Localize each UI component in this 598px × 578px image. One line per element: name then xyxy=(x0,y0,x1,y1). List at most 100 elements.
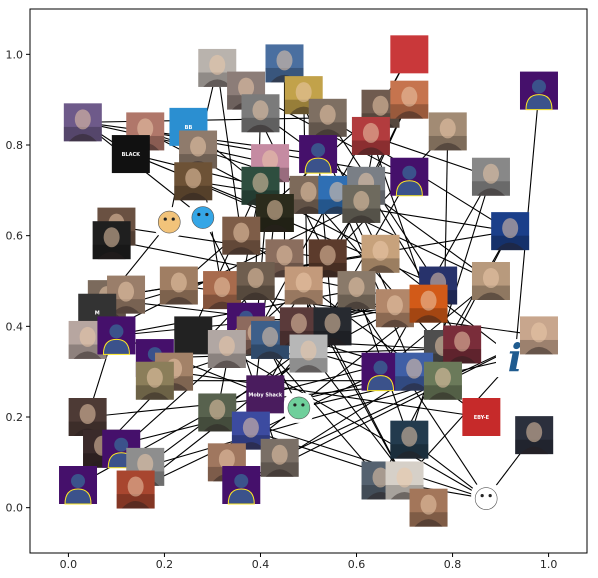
graph-node-photo xyxy=(174,162,212,200)
default-avatar-head xyxy=(109,324,123,338)
photo-face xyxy=(185,168,201,188)
graph-node-avatar xyxy=(520,72,558,110)
graph-node-photo xyxy=(352,117,390,155)
x-tick-label: 0.2 xyxy=(156,558,174,571)
graph-node-photo xyxy=(261,439,299,477)
photo-face xyxy=(272,445,288,465)
photo-face xyxy=(209,399,225,419)
x-tick-label: 0.0 xyxy=(60,558,78,571)
photo-face xyxy=(440,118,456,138)
photo-face xyxy=(363,123,379,143)
emoji-node-eye xyxy=(172,217,175,220)
emoji-node-eye xyxy=(481,494,484,497)
graph-node-photo xyxy=(290,335,328,373)
node-caption: M xyxy=(95,311,100,317)
graph-node-emoji xyxy=(154,207,184,237)
graph-node-photo xyxy=(237,262,275,300)
default-avatar-head xyxy=(71,474,85,488)
photo-face xyxy=(252,100,268,120)
photo-face xyxy=(147,368,163,388)
photo-face xyxy=(243,418,259,438)
graph-node-photo xyxy=(390,421,428,459)
graph-node-photo xyxy=(472,262,510,300)
graph-node-photo xyxy=(241,94,279,132)
photo-face xyxy=(276,245,292,265)
photo-face xyxy=(276,50,292,70)
photo-face xyxy=(373,96,389,116)
photo-face xyxy=(401,87,417,107)
photo-face xyxy=(301,182,317,202)
photo-face xyxy=(190,137,206,157)
emoji-node-face xyxy=(158,211,180,233)
x-tick-label: 0.8 xyxy=(444,558,462,571)
photo-face xyxy=(397,467,413,487)
emoji-node-face xyxy=(288,397,310,419)
emoji-node-eye xyxy=(205,213,208,216)
photo-face xyxy=(526,422,542,442)
default-avatar-head xyxy=(311,143,325,157)
emoji-node-eye xyxy=(164,217,167,220)
default-avatar-head xyxy=(374,361,388,375)
photo-face xyxy=(483,164,499,184)
photo-face xyxy=(219,336,235,356)
graph-node-avatar xyxy=(362,353,400,391)
photo-face xyxy=(214,277,230,297)
photo-face xyxy=(531,322,547,342)
photo-face xyxy=(320,245,336,265)
y-tick-label: 0.4 xyxy=(6,320,24,333)
x-tick-label: 1.0 xyxy=(540,558,558,571)
x-tick-label: 0.4 xyxy=(252,558,270,571)
default-avatar-head xyxy=(234,474,248,488)
photo-face xyxy=(373,241,389,261)
photo-face xyxy=(421,291,437,311)
graph-node-photo xyxy=(376,289,414,327)
emoji-node-eye xyxy=(489,494,492,497)
photo-face xyxy=(349,277,365,297)
graph-node-logo: EBY-E xyxy=(462,398,500,436)
graph-node-photo xyxy=(285,267,323,305)
photo-face xyxy=(209,55,225,75)
graph-node-photo xyxy=(424,362,462,400)
photo-face xyxy=(502,218,518,238)
photo-face xyxy=(104,227,120,247)
graph-node-emoji xyxy=(284,393,314,423)
emoji-node-face xyxy=(475,488,497,510)
photo-face xyxy=(296,273,312,293)
graph-node-photo xyxy=(338,271,376,309)
default-avatar-head xyxy=(114,438,128,452)
photo-face xyxy=(291,313,307,333)
default-avatar-head xyxy=(402,166,416,180)
emoji-node-eye xyxy=(301,403,304,406)
photo-face xyxy=(75,109,91,129)
graph-node-emoji xyxy=(188,203,218,233)
photo-face xyxy=(248,268,264,288)
photo-face xyxy=(80,327,96,347)
graph-node-text: BLACK xyxy=(112,135,150,173)
photo-face xyxy=(387,295,403,315)
graph-node-photo xyxy=(429,112,467,150)
graph-node-photo xyxy=(362,235,400,273)
default-avatar-head xyxy=(532,80,546,94)
graph-node-photo xyxy=(256,194,294,232)
graph-node-photo xyxy=(410,285,448,323)
graph-node-avatar xyxy=(390,158,428,196)
graph-node-photo xyxy=(515,416,553,454)
graph-node-photo xyxy=(309,99,347,137)
graph-node-avatar xyxy=(222,466,260,504)
graph-node-photo xyxy=(136,362,174,400)
photo-face xyxy=(252,173,268,193)
photo-face xyxy=(325,313,341,333)
graph-node-photo xyxy=(198,393,236,431)
emoji-node-eye xyxy=(293,403,296,406)
photo-face xyxy=(406,359,422,379)
graph-node-photo xyxy=(208,330,246,368)
photo-face xyxy=(301,341,317,361)
photo-face xyxy=(118,282,134,302)
node-image-tile xyxy=(390,35,428,73)
graph-node-avatar xyxy=(299,135,337,173)
y-tick-label: 0.8 xyxy=(6,139,24,152)
photo-face xyxy=(267,200,283,220)
graph-node-photo xyxy=(520,316,558,354)
photo-face xyxy=(454,331,470,351)
